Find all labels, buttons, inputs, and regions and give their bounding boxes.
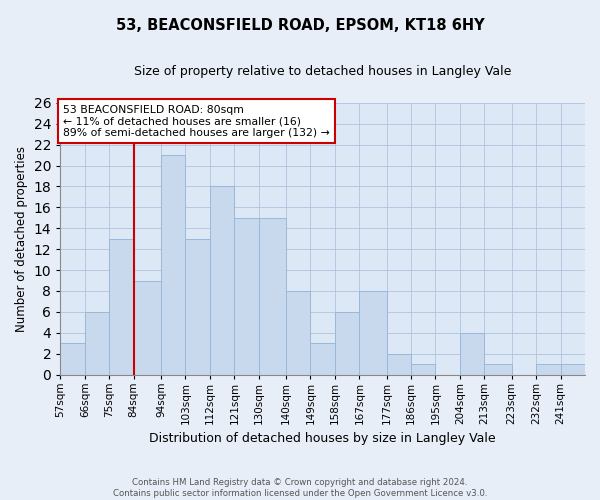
Bar — [286, 291, 310, 374]
Title: Size of property relative to detached houses in Langley Vale: Size of property relative to detached ho… — [134, 65, 511, 78]
Bar — [85, 312, 109, 374]
Y-axis label: Number of detached properties: Number of detached properties — [15, 146, 28, 332]
Bar — [161, 155, 185, 374]
Bar — [235, 218, 259, 374]
Bar — [536, 364, 560, 374]
Bar — [560, 364, 585, 374]
Bar — [359, 291, 386, 374]
Bar — [109, 238, 134, 374]
X-axis label: Distribution of detached houses by size in Langley Vale: Distribution of detached houses by size … — [149, 432, 496, 445]
Bar — [484, 364, 512, 374]
Text: 53 BEACONSFIELD ROAD: 80sqm
← 11% of detached houses are smaller (16)
89% of sem: 53 BEACONSFIELD ROAD: 80sqm ← 11% of det… — [63, 105, 330, 138]
Bar — [411, 364, 436, 374]
Bar — [134, 280, 161, 374]
Text: Contains HM Land Registry data © Crown copyright and database right 2024.
Contai: Contains HM Land Registry data © Crown c… — [113, 478, 487, 498]
Bar — [386, 354, 411, 374]
Bar — [310, 343, 335, 374]
Bar — [61, 343, 85, 374]
Bar — [460, 333, 484, 374]
Text: 53, BEACONSFIELD ROAD, EPSOM, KT18 6HY: 53, BEACONSFIELD ROAD, EPSOM, KT18 6HY — [116, 18, 484, 32]
Bar — [185, 238, 210, 374]
Bar — [335, 312, 359, 374]
Bar — [210, 186, 235, 374]
Bar — [259, 218, 286, 374]
